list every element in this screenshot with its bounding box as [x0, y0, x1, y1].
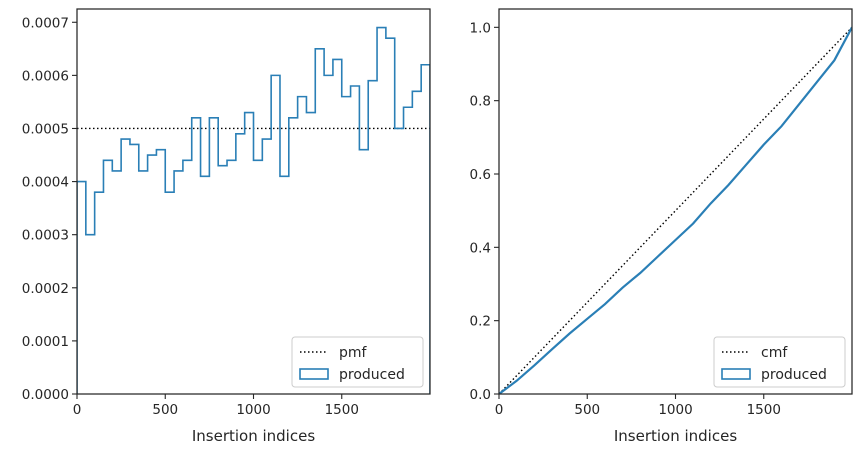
x-tick-label: 0 [73, 402, 82, 418]
x-tick-label: 1500 [747, 402, 781, 418]
y-tick-label: 0.0006 [22, 68, 69, 84]
x-axis-label: Insertion indices [192, 427, 315, 445]
legend-box [713, 336, 846, 388]
y-tick-label: 0.2 [470, 314, 491, 330]
y-tick-label: 0.4 [470, 240, 491, 256]
x-tick-label: 500 [574, 402, 600, 418]
y-tick-label: 0.8 [470, 94, 491, 110]
legend-box [291, 336, 424, 388]
y-tick-label: 1.0 [470, 20, 491, 36]
axes-frame [498, 8, 853, 395]
x-tick-label: 1000 [236, 402, 270, 418]
y-tick-label: 0.0004 [22, 175, 69, 191]
y-tick-label: 0.0 [470, 387, 491, 403]
legend-label: pmf [339, 345, 368, 361]
legend-swatch-produced [299, 368, 329, 380]
x-tick-label: 0 [495, 402, 504, 418]
legend: cmf produced [713, 336, 846, 388]
x-tick-label: 1000 [658, 402, 692, 418]
x-tick-label: 500 [152, 402, 178, 418]
y-tick-label: 0.0001 [22, 334, 69, 350]
legend-swatch-produced [721, 368, 751, 380]
y-tick-label: 0.6 [470, 167, 491, 183]
y-tick-label: 0.0005 [22, 121, 69, 137]
series-line-produced [77, 26, 430, 394]
legend-label: produced [761, 367, 827, 383]
series-line-cmf [499, 26, 852, 394]
y-tick-label: 0.0007 [22, 15, 69, 31]
series-line-produced [499, 26, 852, 394]
legend-label: cmf [761, 345, 788, 361]
legend-label: produced [339, 367, 405, 383]
plot-area [499, 26, 852, 394]
plot-area [77, 26, 430, 394]
y-tick-label: 0.0003 [22, 228, 69, 244]
x-axis-label: Insertion indices [614, 427, 737, 445]
pmf-histogram-panel: 0 500 1000 1500 0.0000 0.0001 0.0002 0.0003 0.00… [22, 8, 431, 445]
x-tick-label: 1500 [325, 402, 359, 418]
legend: pmf produced [291, 336, 424, 388]
y-tick-label: 0.0002 [22, 281, 69, 297]
cmf-cumulative-panel: 0 500 1000 1500 0.0 0.2 0.4 0.6 0.8 1.0 Insertion … [470, 8, 853, 445]
y-tick-label: 0.0000 [22, 387, 69, 403]
